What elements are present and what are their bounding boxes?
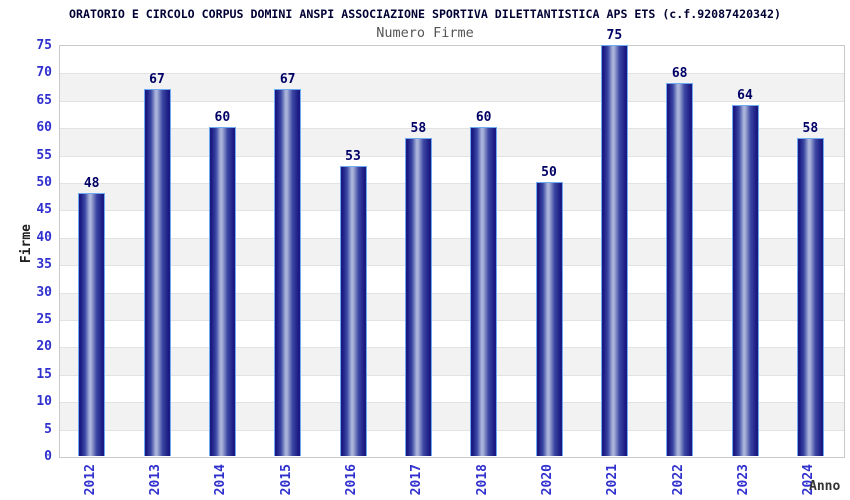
x-tick-label: 2020 bbox=[540, 464, 555, 496]
bar bbox=[274, 88, 302, 456]
bar bbox=[535, 182, 563, 456]
plot-background-band bbox=[60, 429, 844, 457]
bar bbox=[600, 45, 628, 456]
x-tick-label: 2021 bbox=[605, 464, 621, 496]
y-tick-label: 45 bbox=[36, 202, 52, 218]
plot-background-band bbox=[60, 128, 844, 156]
y-tick-label: 25 bbox=[36, 312, 52, 327]
gridline bbox=[60, 100, 844, 102]
bar-value-label: 58 bbox=[802, 121, 819, 137]
bar bbox=[731, 105, 759, 456]
y-tick-label: 30 bbox=[36, 284, 52, 300]
x-tick-label: 2015 bbox=[278, 464, 294, 496]
gridline bbox=[60, 128, 844, 130]
y-tick-label: 70 bbox=[36, 65, 52, 81]
gridline bbox=[60, 73, 844, 75]
y-tick-label: 60 bbox=[36, 120, 52, 136]
bar bbox=[208, 127, 236, 456]
y-tick-label: 65 bbox=[36, 92, 52, 108]
gridline bbox=[60, 320, 844, 321]
gridline bbox=[60, 402, 844, 404]
y-tick-label: 35 bbox=[36, 257, 52, 273]
gridline bbox=[60, 265, 844, 267]
plot-background-band bbox=[60, 265, 844, 293]
gridline bbox=[60, 429, 844, 431]
plot-background-band bbox=[60, 155, 844, 183]
plot-background-band bbox=[60, 402, 844, 430]
plot-background-band bbox=[60, 320, 844, 348]
y-tick-label: 55 bbox=[36, 147, 52, 163]
y-tick-label: 15 bbox=[36, 366, 52, 382]
x-tick-label: 2012 bbox=[82, 464, 98, 496]
bar bbox=[470, 127, 498, 456]
y-tick-label: 50 bbox=[36, 175, 52, 190]
gridline bbox=[60, 210, 844, 212]
gridline bbox=[60, 237, 844, 239]
x-tick-label: 2014 bbox=[213, 464, 229, 496]
bar-value-label: 67 bbox=[149, 71, 165, 87]
bar-value-label: 48 bbox=[83, 175, 100, 191]
x-tick-label: 2013 bbox=[148, 464, 163, 496]
bar bbox=[796, 138, 824, 456]
y-tick-label: 20 bbox=[36, 339, 52, 355]
gridline bbox=[60, 155, 844, 157]
x-tick-label: 2018 bbox=[474, 464, 490, 496]
chart-title: ORATORIO E CIRCOLO CORPUS DOMINI ANSPI A… bbox=[69, 7, 781, 21]
gridline bbox=[60, 374, 844, 376]
bar bbox=[404, 138, 432, 456]
gridline bbox=[60, 183, 844, 184]
bar-value-label: 68 bbox=[671, 66, 688, 82]
bar-value-label: 75 bbox=[606, 28, 623, 43]
bar bbox=[143, 88, 171, 456]
bar-value-label: 60 bbox=[475, 110, 492, 126]
bar-value-label: 58 bbox=[410, 121, 427, 137]
plot-background-band bbox=[60, 210, 844, 238]
plot-background-band bbox=[60, 292, 844, 320]
plot-background-band bbox=[60, 347, 844, 375]
bar-value-label: 64 bbox=[737, 88, 753, 104]
gridline bbox=[60, 347, 844, 349]
y-tick-label: 5 bbox=[44, 421, 52, 437]
y-tick-label: 75 bbox=[36, 38, 52, 53]
x-axis-title: Anno bbox=[809, 479, 841, 494]
plot-background-band bbox=[60, 100, 844, 129]
chart-subtitle: Numero Firme bbox=[376, 25, 474, 41]
bar bbox=[78, 192, 106, 456]
plot-background-band bbox=[60, 183, 844, 211]
x-tick-label: 2023 bbox=[736, 464, 751, 496]
x-tick-label: 2016 bbox=[344, 464, 359, 496]
plot-background-band bbox=[60, 46, 844, 74]
y-axis-title: Firme bbox=[19, 224, 34, 264]
plot-area bbox=[59, 45, 845, 458]
gridline bbox=[60, 292, 844, 294]
bar bbox=[666, 83, 694, 456]
y-tick-label: 0 bbox=[44, 449, 52, 464]
plot-background-band bbox=[60, 374, 844, 403]
plot-background-band bbox=[60, 73, 844, 101]
bar-value-label: 67 bbox=[279, 71, 296, 87]
bar-value-label: 50 bbox=[541, 165, 557, 180]
x-tick-label: 2017 bbox=[409, 464, 425, 496]
y-tick-label: 40 bbox=[36, 229, 52, 245]
bar-value-label: 60 bbox=[214, 110, 231, 126]
x-tick-label: 2022 bbox=[670, 464, 686, 496]
bar bbox=[339, 165, 367, 456]
y-tick-label: 10 bbox=[36, 394, 52, 410]
bar-value-label: 53 bbox=[345, 148, 361, 164]
plot-background-band bbox=[60, 237, 844, 266]
